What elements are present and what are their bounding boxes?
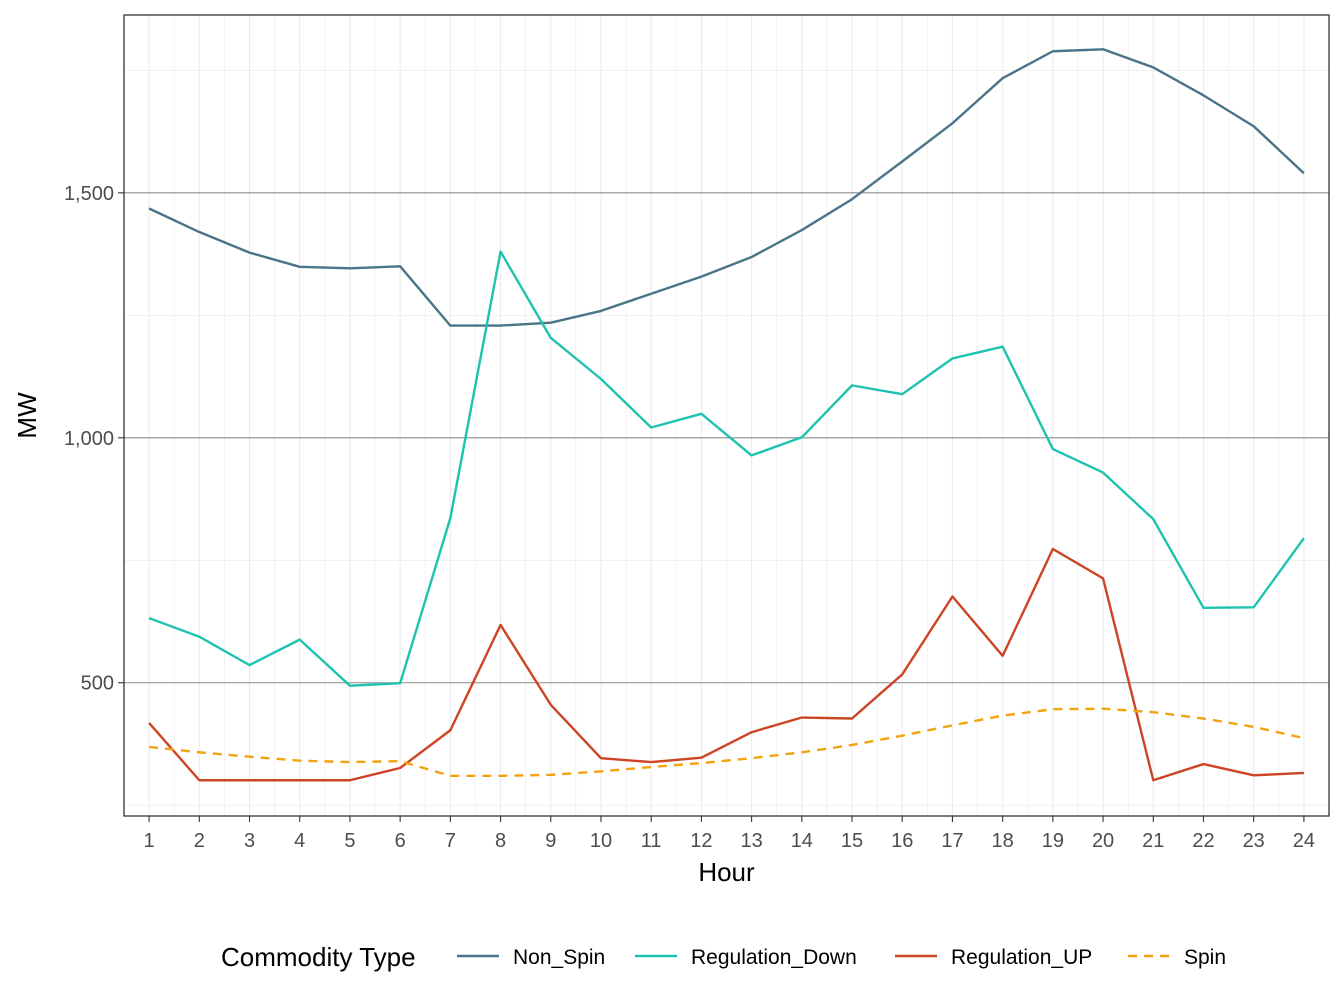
series-lines — [148, 48, 1305, 782]
x-tick-label: 19 — [1042, 830, 1064, 852]
series-line-regulation-down — [148, 250, 1305, 687]
x-tick-label: 5 — [344, 830, 355, 852]
x-tick-label: 8 — [495, 830, 506, 852]
x-tick-label: 16 — [891, 830, 913, 852]
y-tick-label: 500 — [81, 673, 114, 695]
x-tick-label: 1 — [144, 830, 155, 852]
x-tick-label: 18 — [992, 830, 1014, 852]
legend: Commodity Type Non_Spin Regulation_Down Re… — [221, 942, 1226, 972]
x-axis-title: Hour — [698, 857, 755, 887]
plot-border — [123, 14, 1330, 817]
legend-label-spin: Spin — [1184, 946, 1226, 969]
grid — [124, 15, 1329, 816]
y-tick-label: 1,500 — [64, 183, 114, 205]
legend-label-non-spin: Non_Spin — [513, 946, 605, 969]
y-axis-title: MW — [12, 392, 42, 439]
x-tick-label: 15 — [841, 830, 863, 852]
x-tick-label: 24 — [1293, 830, 1315, 852]
x-tick-label: 17 — [941, 830, 963, 852]
x-tick-label: 2 — [194, 830, 205, 852]
x-tick-label: 7 — [445, 830, 456, 852]
x-tick-label: 11 — [641, 830, 662, 852]
x-tick-label: 6 — [395, 830, 406, 852]
legend-label-regulation-up: Regulation_UP — [951, 946, 1092, 969]
legend-label-regulation-down: Regulation_Down — [691, 946, 857, 969]
y-tick-label: 1,000 — [64, 428, 114, 450]
x-axis: 1 2 3 4 5 6 7 8 9 10 11 12 13 14 15 16 17 18 19 20 21 22 23 24 — [144, 816, 1315, 852]
x-tick-label: 9 — [545, 830, 556, 852]
y-axis: 500 1,000 1,500 — [64, 183, 124, 695]
x-tick-label: 4 — [294, 830, 305, 852]
x-tick-label: 22 — [1192, 830, 1214, 852]
series-line-regulation-up — [148, 547, 1304, 782]
series-line-non-spin — [148, 48, 1305, 327]
x-tick-label: 14 — [791, 830, 813, 852]
x-tick-label: 12 — [690, 830, 712, 852]
x-tick-label: 10 — [590, 830, 612, 852]
x-tick-label: 3 — [244, 830, 255, 852]
x-tick-label: 21 — [1142, 830, 1164, 852]
x-tick-label: 20 — [1092, 830, 1114, 852]
x-tick-label: 13 — [740, 830, 762, 852]
x-tick-label: 23 — [1243, 830, 1265, 852]
series-line-spin — [148, 707, 1305, 778]
legend-title: Commodity Type — [221, 942, 416, 972]
